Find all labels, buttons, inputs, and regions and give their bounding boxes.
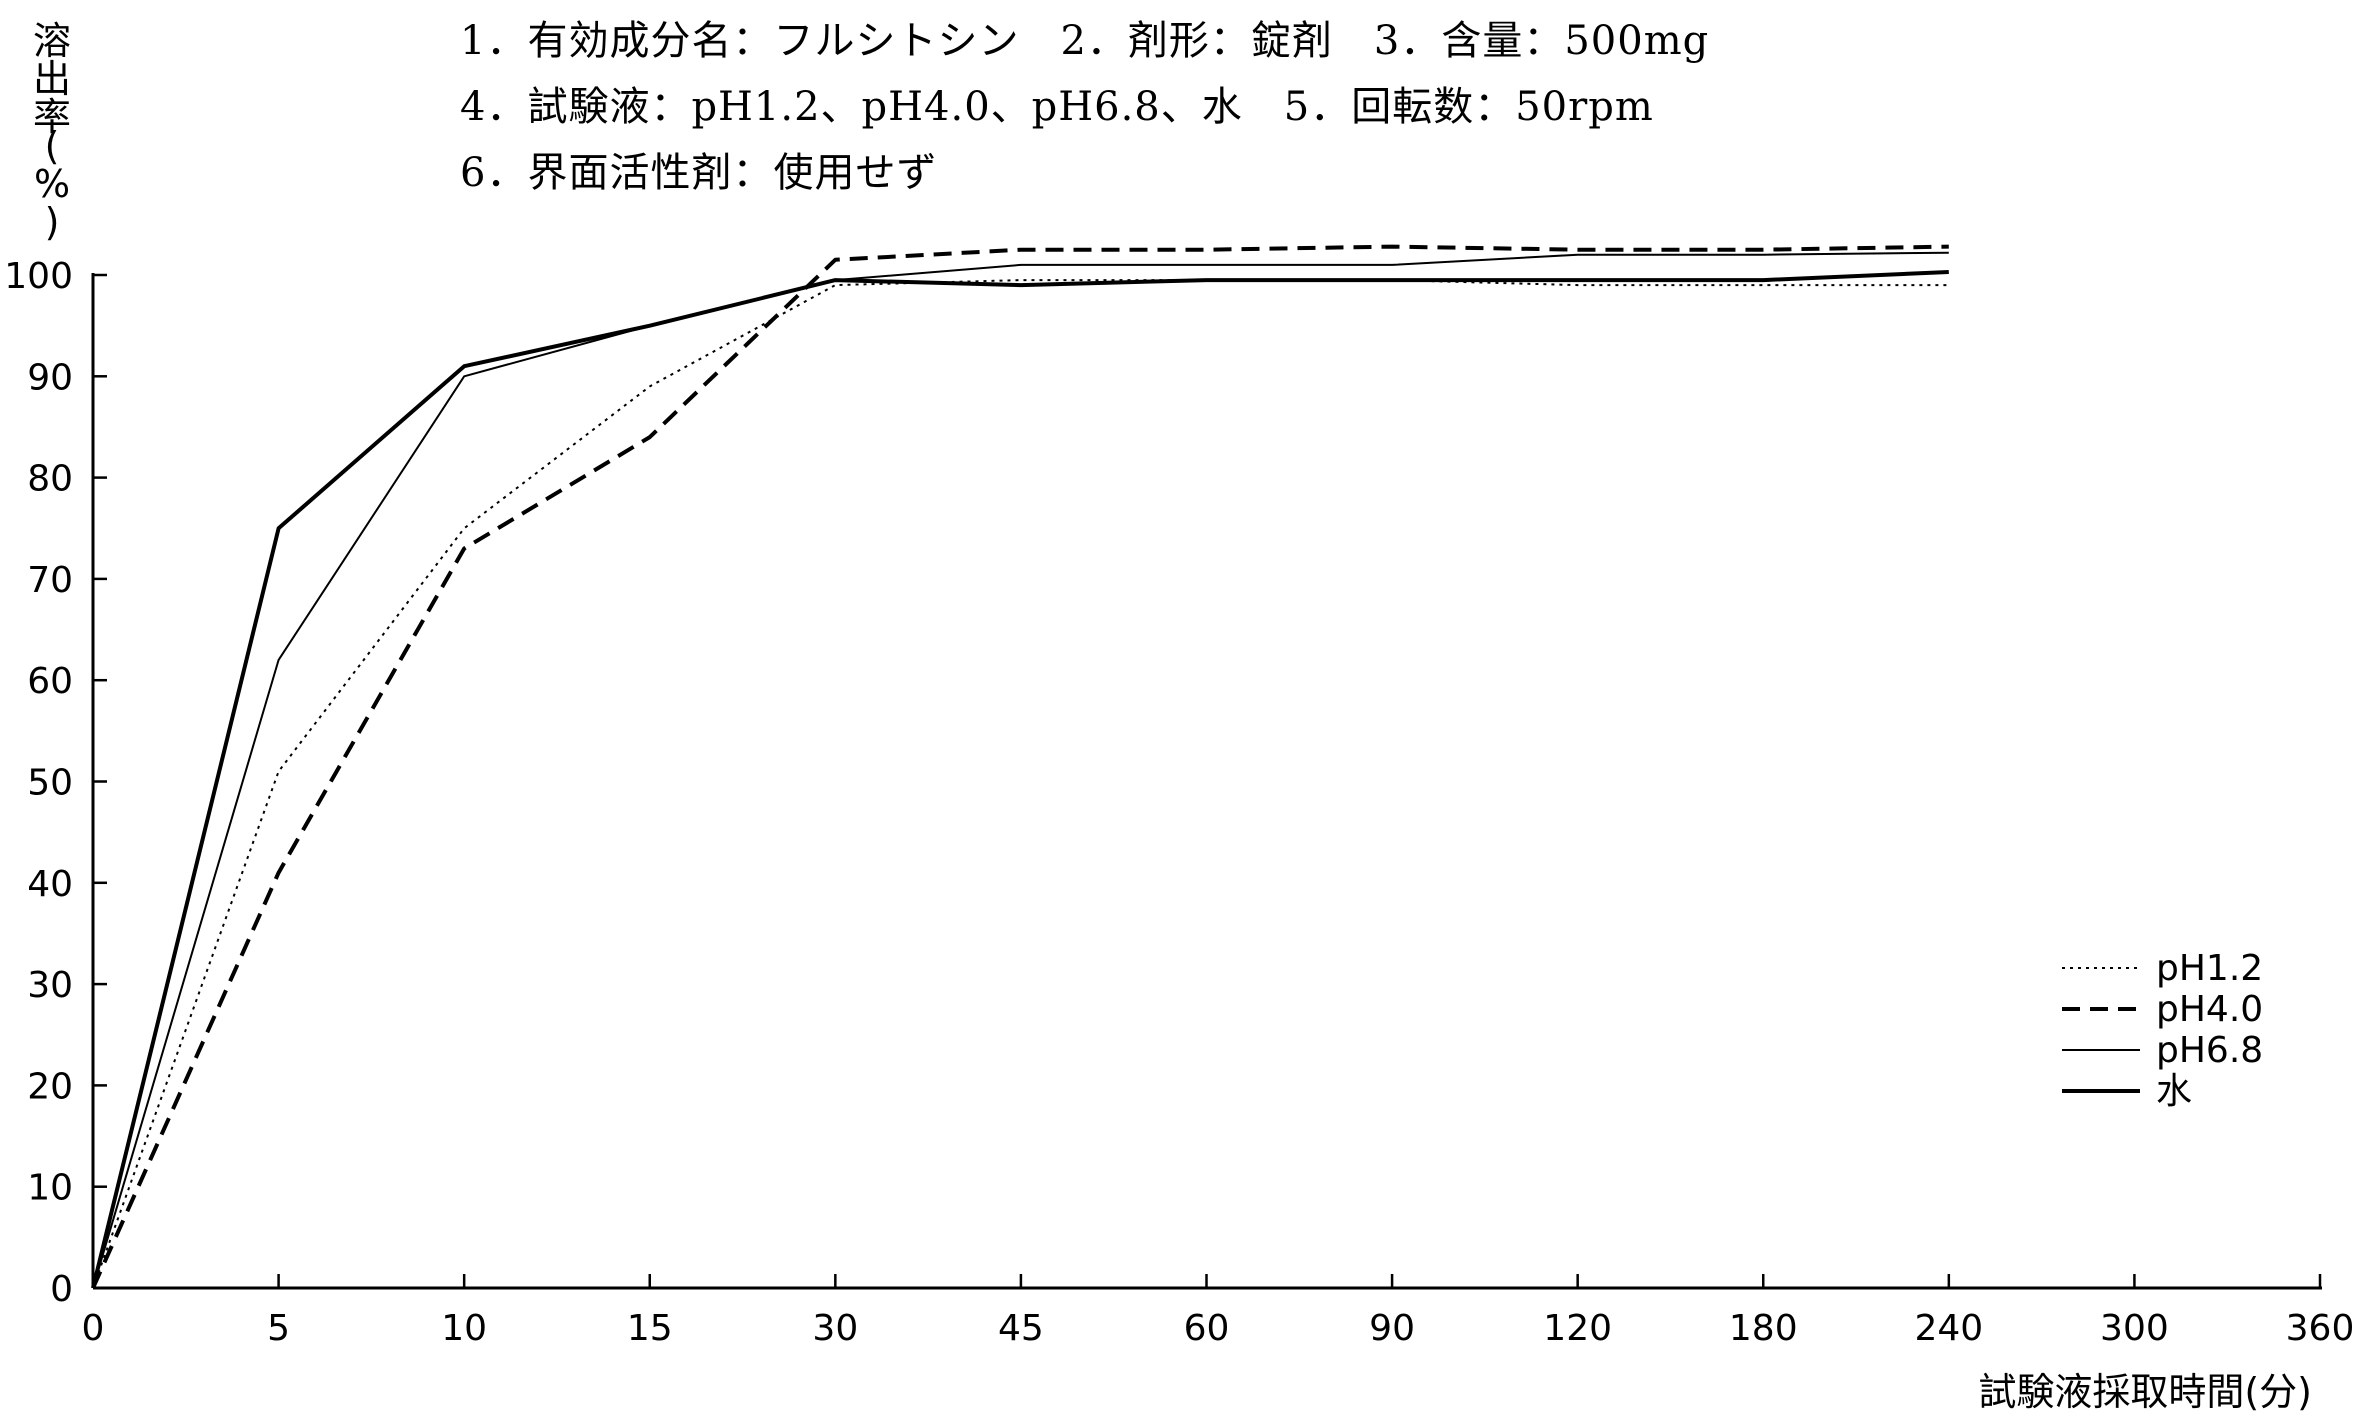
- x-tick-label: 90: [1369, 1308, 1415, 1349]
- x-tick-label: 360: [2286, 1308, 2355, 1349]
- legend-label: 水: [2156, 1071, 2192, 1112]
- y-axis-title-char: 率: [32, 95, 71, 139]
- y-axis-title-char: 出: [32, 57, 71, 101]
- legend-label: pH1.2: [2156, 948, 2263, 989]
- y-tick-label: 10: [27, 1168, 73, 1209]
- legend-label: pH6.8: [2156, 1030, 2263, 1071]
- y-axis-title-char: ): [44, 200, 60, 244]
- y-tick-label: 30: [27, 965, 73, 1006]
- x-tick-label: 30: [812, 1308, 858, 1349]
- y-axis-title-char: %: [33, 162, 71, 206]
- series-line-1: [92, 279, 1949, 1289]
- legend-label: pH4.0: [2156, 989, 2263, 1030]
- x-tick-label: 0: [82, 1308, 105, 1349]
- x-tick-label: 120: [1543, 1308, 1612, 1349]
- y-tick-label: 50: [27, 763, 73, 804]
- series-line-4: [91, 270, 1949, 1289]
- y-tick-label: 20: [27, 1066, 73, 1107]
- y-tick-label: 70: [27, 560, 73, 601]
- y-tick-label: 60: [27, 661, 73, 702]
- info-line-2: 4．試験液：pH1.2、pH4.0、pH6.8、水 5．回転数：50rpm: [460, 84, 1654, 130]
- x-tick-label: 45: [998, 1308, 1044, 1349]
- x-tick-label: 60: [1184, 1308, 1230, 1349]
- y-tick-label: 100: [4, 256, 73, 297]
- x-axis-title: 試験液採取時間(分): [1978, 1370, 2312, 1414]
- series-line-2: [91, 244, 1949, 1289]
- info-line-3: 6．界面活性剤：使用せず: [460, 150, 938, 196]
- y-tick-label: 90: [27, 357, 73, 398]
- x-tick-label: 180: [1729, 1308, 1798, 1349]
- x-tick-label: 240: [1914, 1308, 1983, 1349]
- y-tick-label: 0: [50, 1269, 73, 1310]
- y-axis-title-char: (: [44, 124, 60, 168]
- y-tick-label: 80: [27, 459, 73, 500]
- x-tick-label: 15: [627, 1308, 673, 1349]
- series-line-3: [92, 251, 1949, 1289]
- x-tick-label: 5: [267, 1308, 290, 1349]
- x-tick-label: 300: [2100, 1308, 2169, 1349]
- y-axis-title-char: 溶: [32, 19, 71, 63]
- info-line-1: 1．有効成分名：フルシトシン 2．剤形：錠剤 3．含量：500mg: [460, 18, 1710, 64]
- y-tick-label: 40: [27, 864, 73, 905]
- x-tick-label: 10: [441, 1308, 487, 1349]
